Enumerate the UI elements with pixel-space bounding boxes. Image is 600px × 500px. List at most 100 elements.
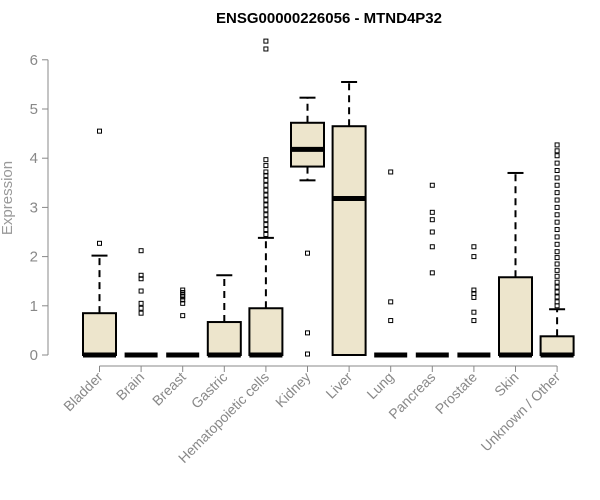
box-kidney [290, 96, 325, 357]
outlier-point [471, 291, 477, 296]
outlier-point [554, 249, 560, 255]
outlier-point [263, 212, 269, 218]
x-tick-label: Breast [149, 369, 189, 409]
outlier-point [263, 177, 269, 183]
outlier-point [554, 241, 560, 247]
box-pancreas [415, 182, 449, 358]
outlier-point [138, 276, 144, 282]
x-tick-label: Prostate [432, 369, 480, 417]
outlier-point [554, 227, 560, 233]
outlier-point [138, 288, 144, 294]
x-tick-label: Liver [322, 369, 355, 402]
outlier-point [554, 142, 560, 148]
box-gastric [206, 274, 242, 358]
outlier-point [263, 207, 269, 213]
outlier-point [471, 309, 477, 315]
outlier-point [263, 46, 269, 52]
outlier-point [263, 227, 269, 233]
outlier-point [180, 300, 186, 306]
box-lung [374, 169, 408, 358]
outlier-point [263, 222, 269, 228]
outlier-point [138, 305, 144, 311]
outlier-point [554, 299, 560, 305]
y-tick-label: 0 [30, 347, 38, 364]
outlier-point [429, 217, 435, 223]
outlier-point [471, 318, 477, 324]
x-tick-label: Lung [363, 369, 396, 402]
outlier-point [263, 187, 269, 193]
outlier-point [554, 212, 560, 218]
outlier-point [388, 299, 394, 305]
y-tick-label: 1 [30, 298, 38, 315]
chart-title: ENSG00000226056 - MTND4P32 [216, 10, 442, 27]
outlier-point [554, 190, 560, 196]
box-brain [124, 248, 158, 358]
outlier-point [263, 163, 269, 169]
outlier-point [554, 197, 560, 203]
outlier-point [263, 182, 269, 188]
outlier-point [138, 310, 144, 316]
outlier-point [554, 294, 560, 300]
y-tick-label: 2 [30, 249, 38, 266]
outlier-point [429, 244, 435, 250]
y-tick-label: 3 [30, 199, 38, 216]
box-rect [539, 335, 575, 356]
outlier-point [554, 267, 560, 273]
outlier-point [138, 248, 144, 254]
outlier-point [263, 217, 269, 223]
box-rect [82, 312, 117, 356]
outlier-point [471, 287, 477, 293]
outlier-point [263, 231, 269, 237]
outlier-point [263, 202, 269, 208]
outlier-point [554, 255, 560, 261]
outlier-point [554, 219, 560, 225]
x-tick-label: Bladder [60, 369, 106, 415]
outlier-point [180, 313, 186, 319]
outlier-point [263, 172, 269, 178]
box-rect [206, 321, 242, 357]
outlier-point [388, 169, 394, 175]
outlier-point [554, 148, 560, 154]
outlier-point [305, 330, 310, 336]
outlier-point [554, 153, 560, 159]
box-prostate [457, 244, 491, 358]
outlier-point [471, 254, 477, 260]
outlier-point [263, 192, 269, 198]
x-tick-label: Skin [491, 369, 522, 400]
outlier-point [554, 182, 560, 188]
box-liver [331, 80, 367, 356]
outlier-point [180, 297, 186, 303]
outlier-point [388, 318, 394, 324]
outlier-point [97, 128, 102, 134]
x-tick-label: Kidney [272, 369, 314, 411]
box-breast [166, 287, 200, 358]
outlier-point [429, 229, 435, 235]
box-bladder [82, 128, 117, 358]
outlier-point [554, 168, 560, 173]
box-rect [290, 121, 325, 168]
box-unknown-other [539, 142, 575, 358]
y-tick-label: 4 [30, 150, 38, 167]
outlier-point [554, 284, 560, 290]
outlier-point [138, 272, 144, 278]
outlier-point [305, 351, 310, 357]
box-rect [331, 125, 367, 356]
box-rect [498, 276, 533, 357]
outlier-point [471, 244, 477, 250]
outlier-point [554, 160, 560, 166]
outlier-point [554, 175, 560, 181]
outlier-point [263, 169, 269, 175]
y-axis: 0 1 2 3 4 5 6 [30, 52, 49, 364]
outlier-point [263, 197, 269, 203]
outlier-point [554, 303, 560, 309]
outlier-point [429, 270, 435, 276]
outlier-point [429, 182, 435, 188]
y-tick-label: 6 [30, 52, 38, 69]
x-tick-label: Brain [113, 369, 147, 403]
outlier-point [554, 289, 560, 295]
outlier-point [554, 261, 560, 267]
outlier-point [180, 287, 186, 293]
x-tick-label: Unknown / Other [478, 369, 564, 455]
